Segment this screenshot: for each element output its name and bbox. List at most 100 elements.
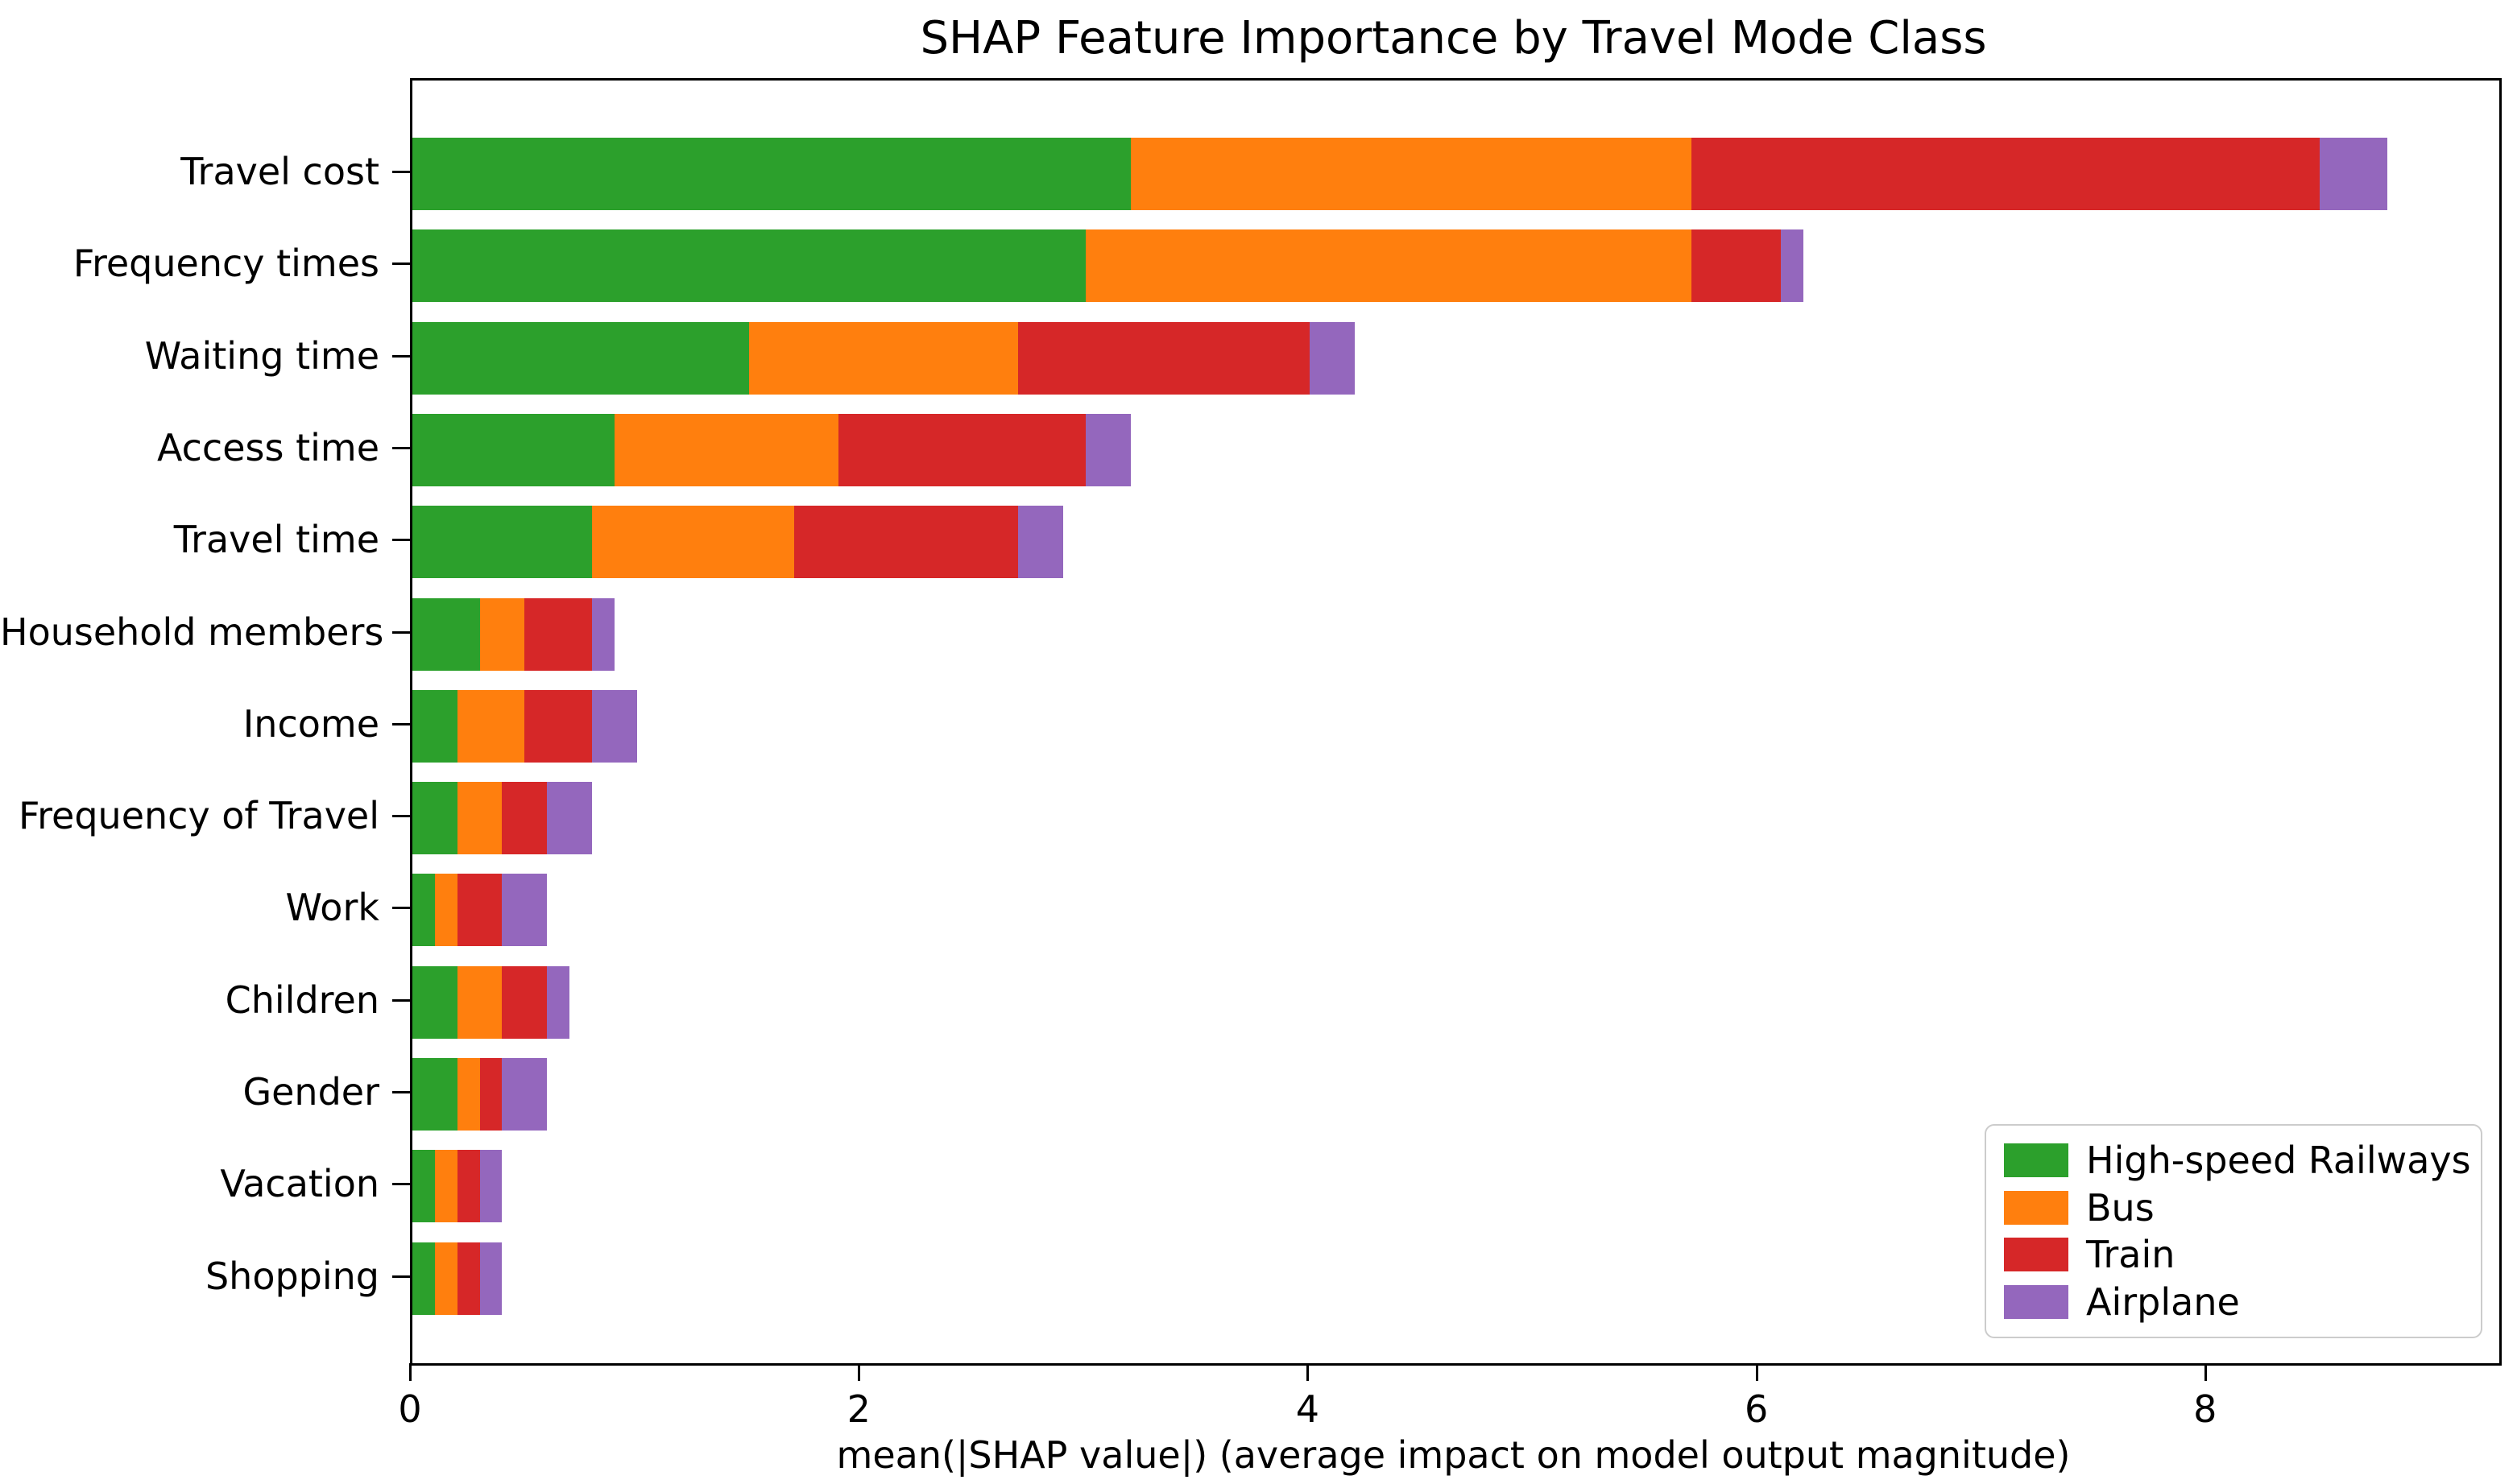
bar-segment (502, 874, 548, 947)
bar-segment (479, 1058, 503, 1131)
bar-segment (457, 965, 503, 1039)
bar-segment (412, 413, 615, 486)
bar-segment (1130, 138, 1692, 210)
x-tick-label: 4 (1295, 1387, 1320, 1431)
bar-segment (524, 689, 592, 763)
bar-segment (412, 597, 480, 671)
chart-title: SHAP Feature Importance by Travel Mode C… (920, 12, 1987, 64)
bar-segment (591, 597, 615, 671)
bar-segment (502, 1058, 548, 1131)
bar-row (412, 229, 1804, 303)
bar-row (412, 138, 2387, 210)
x-tick-mark (2204, 1363, 2207, 1381)
bar-segment (502, 965, 548, 1039)
bar-segment (434, 1242, 457, 1315)
x-tick-label: 0 (398, 1387, 422, 1431)
bar-segment (412, 138, 1131, 210)
bar-segment (479, 1242, 503, 1315)
x-tick-label: 6 (1744, 1387, 1769, 1431)
bar-row (412, 1242, 503, 1315)
y-tick-mark (392, 722, 410, 725)
bar-row (412, 413, 1131, 486)
plot-area (410, 78, 2502, 1366)
legend-label: High-speed Railways (2086, 1139, 2471, 1183)
y-tick-label: Children (225, 978, 379, 1022)
bar-segment (412, 1242, 435, 1315)
y-tick-mark (392, 539, 410, 542)
y-tick-label: Access time (156, 425, 379, 469)
bar-segment (412, 1058, 457, 1131)
y-tick-mark (392, 1275, 410, 1278)
bar-segment (412, 321, 749, 395)
y-tick-mark (392, 1183, 410, 1186)
x-tick-mark (1306, 1363, 1310, 1381)
bar-segment (2320, 138, 2387, 210)
legend-row: High-speed Railways (2004, 1139, 2471, 1181)
bar-segment (479, 1150, 503, 1223)
bar-segment (1310, 321, 1356, 395)
y-tick-label: Frequency of Travel (19, 794, 379, 838)
legend-row: Airplane (2004, 1281, 2463, 1323)
legend-swatch (2004, 1190, 2068, 1225)
bar-segment (1691, 229, 1782, 303)
bar-segment (457, 1242, 480, 1315)
legend-label: Train (2086, 1233, 2175, 1277)
bar-segment (412, 1150, 435, 1223)
bar-segment (1085, 413, 1131, 486)
bar-row (412, 782, 592, 855)
y-tick-mark (392, 262, 410, 266)
x-tick-label: 2 (847, 1387, 871, 1431)
bar-segment (591, 506, 794, 579)
y-tick-label: Waiting time (144, 333, 379, 378)
bar-segment (793, 506, 1019, 579)
legend-row: Train (2004, 1234, 2463, 1275)
bar-row (412, 689, 637, 763)
legend-swatch (2004, 1143, 2068, 1178)
bar-segment (1781, 229, 1804, 303)
bar-segment (434, 874, 457, 947)
bar-segment (838, 413, 1086, 486)
bar-row (412, 506, 1063, 579)
y-tick-label: Vacation (220, 1162, 379, 1206)
bar-segment (457, 689, 525, 763)
bar-segment (412, 874, 435, 947)
y-tick-mark (392, 998, 410, 1002)
y-tick-label: Household members (0, 610, 384, 654)
bar-segment (547, 782, 592, 855)
x-tick-mark (858, 1363, 861, 1381)
bar-segment (1691, 138, 2320, 210)
y-tick-label: Travel time (173, 518, 379, 562)
bar-segment (1018, 321, 1310, 395)
y-tick-mark (392, 907, 410, 910)
legend-swatch (2004, 1238, 2068, 1272)
y-tick-label: Gender (242, 1070, 379, 1114)
bar-segment (412, 965, 457, 1039)
y-tick-mark (392, 630, 410, 634)
bar-row (412, 1150, 503, 1223)
y-tick-mark (392, 815, 410, 818)
y-tick-label: Frequency times (72, 242, 379, 286)
legend-row: Bus (2004, 1187, 2463, 1229)
bar-segment (1018, 506, 1063, 579)
x-tick-mark (409, 1363, 412, 1381)
legend-swatch (2004, 1284, 2068, 1319)
bar-segment (412, 782, 457, 855)
x-axis-label: mean(|SHAP value|) (average impact on mo… (836, 1433, 2071, 1477)
legend: High-speed Railways Bus Train Airplane (1985, 1124, 2482, 1338)
x-tick-label: 8 (2193, 1387, 2217, 1431)
y-tick-mark (392, 171, 410, 173)
bar-segment (591, 689, 637, 763)
bar-row (412, 321, 1356, 395)
legend-label: Bus (2086, 1185, 2155, 1230)
bar-segment (457, 874, 503, 947)
bar-segment (479, 597, 525, 671)
y-tick-label: Travel cost (180, 150, 379, 193)
bar-segment (412, 229, 1086, 303)
bar-segment (614, 413, 839, 486)
bar-segment (434, 1150, 457, 1223)
x-tick-mark (1755, 1363, 1758, 1381)
bar-row (412, 1058, 548, 1131)
y-tick-label: Shopping (205, 1254, 379, 1298)
bar-segment (524, 597, 592, 671)
